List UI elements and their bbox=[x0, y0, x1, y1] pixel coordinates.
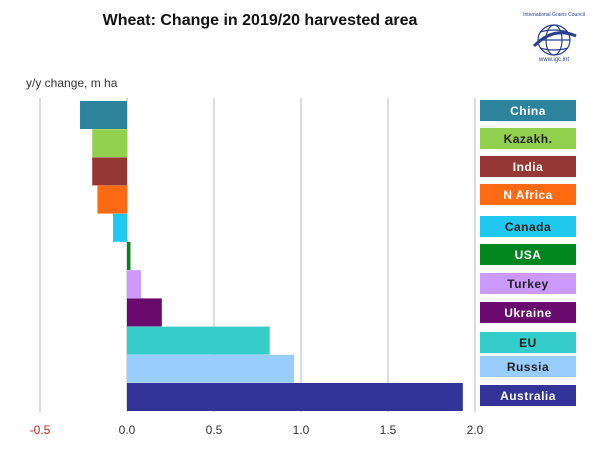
bar-eu bbox=[127, 326, 270, 355]
legend-item-australia: Australia bbox=[480, 385, 576, 406]
legend-item-eu: EU bbox=[480, 332, 576, 353]
x-tick-label: 1.0 bbox=[293, 423, 310, 437]
bar-russia bbox=[127, 354, 295, 383]
legend-item-turkey: Turkey bbox=[480, 273, 576, 294]
x-tick-label: 0.0 bbox=[119, 423, 136, 437]
y-axis-label: y/y change, m ha bbox=[26, 76, 118, 90]
legend-item-china: China bbox=[480, 100, 576, 121]
legend-item-kazakh: Kazakh. bbox=[480, 128, 576, 149]
x-tick-label: 0.5 bbox=[206, 423, 223, 437]
legend-item-india: India bbox=[480, 156, 576, 177]
legend-item-usa: USA bbox=[480, 244, 576, 265]
bars bbox=[80, 101, 463, 411]
logo-url: www.igc.int bbox=[538, 57, 569, 63]
x-tick-label: 1.5 bbox=[380, 423, 397, 437]
legend-item-n-africa: N Africa bbox=[480, 184, 576, 205]
chart-title: Wheat: Change in 2019/20 harvested area bbox=[102, 12, 418, 29]
bar-turkey bbox=[127, 270, 141, 299]
x-tick-label: 2.0 bbox=[467, 423, 484, 437]
legend-item-canada: Canada bbox=[480, 216, 576, 237]
globe-icon bbox=[532, 24, 577, 56]
bar-australia bbox=[127, 383, 463, 411]
bar-china bbox=[80, 101, 127, 129]
x-tick-labels: -0.5 0.0 0.5 1.0 1.5 2.0 bbox=[30, 423, 484, 437]
bar-n-africa bbox=[97, 185, 127, 214]
logo-org-name: International Grains Council bbox=[523, 12, 585, 18]
bar-canada bbox=[113, 213, 127, 242]
bar-ukraine bbox=[127, 298, 162, 327]
legend-item-russia: Russia bbox=[480, 356, 576, 377]
legend-item-ukraine: Ukraine bbox=[480, 302, 576, 323]
bar-kazakh bbox=[92, 129, 127, 158]
x-tick-label: -0.5 bbox=[30, 423, 51, 437]
bar-india bbox=[92, 157, 127, 186]
bar-usa bbox=[127, 242, 131, 270]
